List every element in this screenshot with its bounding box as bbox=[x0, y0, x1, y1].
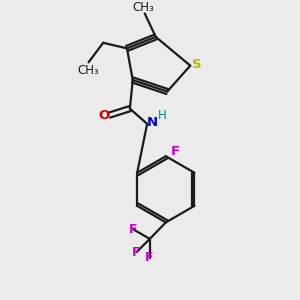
Text: F: F bbox=[129, 223, 137, 236]
Text: CH₃: CH₃ bbox=[132, 1, 154, 13]
Text: CH₃: CH₃ bbox=[78, 64, 99, 77]
Text: N: N bbox=[147, 116, 158, 129]
Text: F: F bbox=[170, 145, 180, 158]
Text: F: F bbox=[132, 246, 140, 259]
Text: S: S bbox=[192, 58, 201, 71]
Text: O: O bbox=[98, 109, 109, 122]
Text: F: F bbox=[145, 251, 154, 264]
Text: H: H bbox=[158, 109, 167, 122]
